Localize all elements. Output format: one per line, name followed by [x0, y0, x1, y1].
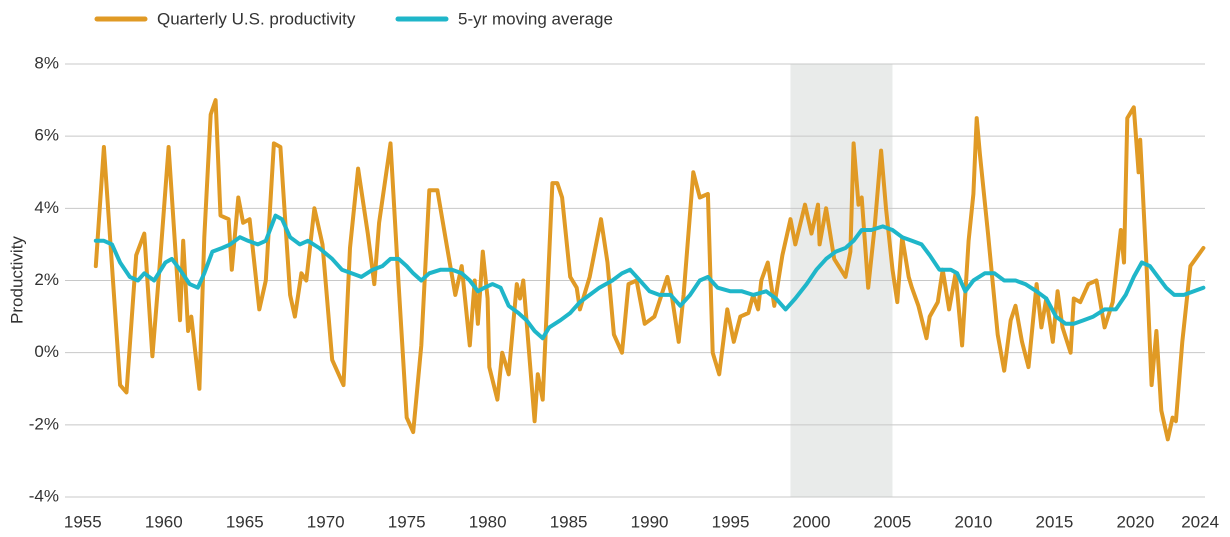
x-tick-label: 1995 — [712, 512, 750, 531]
y-tick-label: 6% — [34, 126, 59, 145]
series-line — [93, 98, 1206, 442]
y-axis-label: Productivity — [7, 236, 26, 324]
x-tick-label: 1965 — [226, 512, 264, 531]
y-tick-label: 4% — [34, 198, 59, 217]
x-tick-label: 1970 — [307, 512, 345, 531]
series-line — [93, 213, 1206, 341]
y-tick-label: -2% — [29, 414, 59, 433]
legend-label: 5-yr moving average — [458, 9, 613, 28]
legend-label: Quarterly U.S. productivity — [157, 9, 356, 28]
y-tick-label: -4% — [29, 486, 59, 505]
x-tick-label: 1955 — [64, 512, 102, 531]
x-tick-label: 1975 — [388, 512, 426, 531]
x-tick-label: 2015 — [1035, 512, 1073, 531]
x-tick-label: 1960 — [145, 512, 183, 531]
x-tick-label: 2010 — [955, 512, 993, 531]
y-tick-label: 2% — [34, 270, 59, 289]
x-tick-label: 1985 — [550, 512, 588, 531]
y-tick-label: 0% — [34, 342, 59, 361]
x-tick-label: 2020 — [1116, 512, 1154, 531]
x-tick-label: 1990 — [631, 512, 669, 531]
y-tick-label: 8% — [34, 53, 59, 72]
x-tick-label: 2005 — [874, 512, 912, 531]
x-tick-label: 2000 — [793, 512, 831, 531]
x-tick-label: 2024 — [1181, 512, 1219, 531]
x-tick-label: 1980 — [469, 512, 507, 531]
